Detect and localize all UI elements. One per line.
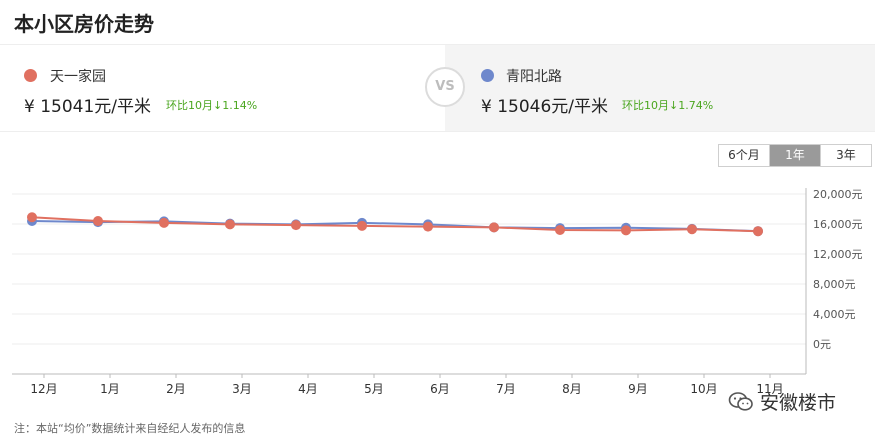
y-tick-label: 12,000元	[813, 248, 863, 261]
x-tick-label: 4月	[298, 382, 318, 396]
left-community-name: 天一家园	[50, 69, 106, 85]
right-change: 环比10月↓1.74%	[622, 99, 714, 112]
y-tick-label: 16,000元	[813, 218, 863, 231]
right-panel-bg	[445, 45, 875, 131]
data-point	[291, 220, 301, 231]
series-line	[31, 220, 759, 233]
right-series-dot	[481, 69, 494, 82]
data-point	[159, 217, 169, 228]
x-tick-label: 9月	[628, 382, 648, 396]
data-point	[621, 225, 631, 236]
period-1-year-button[interactable]: 1年	[770, 145, 821, 166]
period-3-years-button[interactable]: 3年	[821, 145, 871, 166]
wechat-icon	[728, 391, 753, 411]
x-tick-label: 10月	[690, 382, 717, 396]
x-tick-label: 3月	[232, 382, 252, 396]
right-community-name: 青阳北路	[506, 69, 562, 85]
x-tick-label: 6月	[430, 382, 450, 396]
period-selector: 6个月 1年 3年	[718, 144, 872, 167]
left-change: 环比10月↓1.14%	[166, 99, 258, 112]
y-tick-label: 0元	[813, 338, 831, 351]
data-point	[687, 224, 697, 235]
data-point	[489, 222, 499, 233]
data-point	[423, 221, 433, 232]
x-tick-label: 1月	[100, 382, 120, 396]
data-point	[225, 219, 235, 230]
data-point	[357, 220, 367, 231]
data-point	[753, 226, 763, 237]
data-point	[93, 216, 103, 226]
x-tick-label: 7月	[496, 382, 516, 396]
watermark: 安徽楼市	[728, 388, 836, 415]
price-trend-chart: 20,000元 16,000元 12,000元 8,000元 4,000元 0元 12月 1月…	[12, 188, 863, 396]
x-tick-label: 12月	[30, 382, 57, 396]
left-price: ¥ 15041元/平米	[24, 97, 152, 117]
period-6-months-button[interactable]: 6个月	[719, 145, 770, 166]
watermark-text: 安徽楼市	[760, 392, 837, 414]
page-title: 本小区房价走势	[14, 12, 154, 36]
x-tick-label: 5月	[364, 382, 384, 396]
series-line	[31, 216, 759, 233]
right-price: ¥ 15046元/平米	[481, 97, 609, 117]
y-tick-label: 20,000元	[813, 188, 863, 201]
y-tick-label: 8,000元	[813, 278, 856, 291]
vs-badge: VS	[425, 67, 465, 107]
left-series-dot	[24, 69, 37, 82]
x-tick-label: 2月	[166, 382, 186, 396]
footnote: 注：本站“均价”数据统计来自经纪人发布的信息	[14, 422, 246, 435]
y-tick-label: 4,000元	[813, 308, 856, 321]
data-point	[27, 212, 37, 223]
data-point	[555, 225, 565, 235]
x-tick-label: 8月	[562, 382, 582, 396]
x-tick-label: 11月	[756, 382, 783, 396]
comparison-panel: 天一家园 ¥ 15041元/平米 环比10月↓1.14% VS 青阳北路 ¥ 1…	[0, 44, 875, 132]
